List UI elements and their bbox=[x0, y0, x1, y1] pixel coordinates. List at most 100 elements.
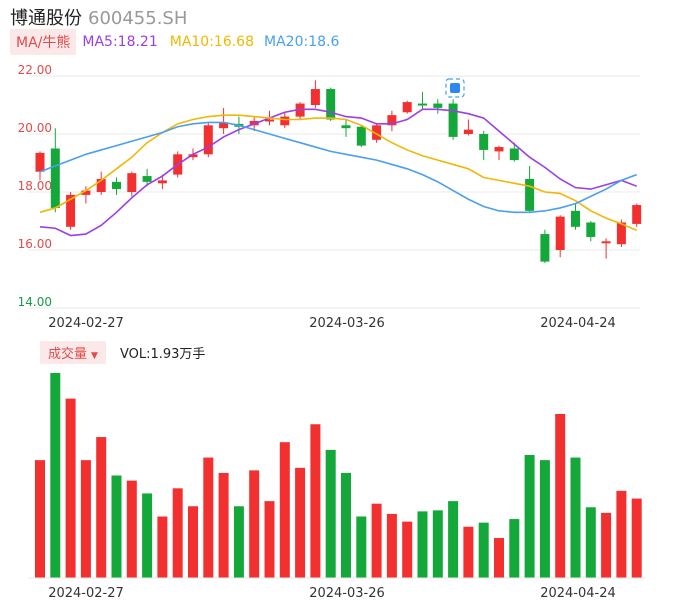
candle bbox=[616, 222, 626, 245]
volume-bar bbox=[402, 521, 413, 578]
volume-bar bbox=[494, 538, 504, 578]
candle bbox=[601, 241, 611, 244]
candle bbox=[387, 115, 397, 126]
ma20-label: MA20:18.6 bbox=[264, 34, 340, 50]
x-tick-label: 2024-03-26 bbox=[309, 586, 385, 601]
volume-bar bbox=[432, 510, 443, 578]
volume-bar bbox=[188, 506, 198, 578]
candle bbox=[219, 122, 229, 129]
x-tick-label: 2024-04-24 bbox=[540, 586, 616, 601]
volume-bar bbox=[295, 467, 306, 578]
volume-bar bbox=[325, 449, 336, 578]
candle bbox=[555, 216, 565, 250]
event-marker-icon bbox=[445, 78, 465, 98]
candle bbox=[586, 222, 596, 237]
candle bbox=[188, 154, 198, 158]
y-tick-label: 14.00 bbox=[18, 295, 52, 309]
candle bbox=[525, 178, 535, 211]
ma-legend: MA/牛熊 MA5:18.21 MA10:16.68 MA20:18.6 bbox=[10, 29, 340, 55]
volume-bar bbox=[463, 526, 474, 578]
stock-title: 博通股份 600455.SH bbox=[10, 4, 187, 30]
x-tick-label: 2024-04-24 bbox=[540, 316, 616, 331]
volume-bar bbox=[371, 503, 382, 578]
volume-bar bbox=[249, 470, 260, 578]
x-tick-label: 2024-03-26 bbox=[309, 316, 385, 331]
caret-down-icon: ▼ bbox=[91, 350, 98, 361]
volume-bar bbox=[585, 507, 596, 578]
candle bbox=[540, 234, 550, 262]
volume-bar bbox=[310, 424, 321, 578]
volume-indicator-button[interactable]: 成交量 ▼ bbox=[40, 340, 106, 364]
x-tick-label: 2024-02-27 bbox=[48, 586, 124, 601]
volume-bar bbox=[555, 414, 566, 578]
volume-bar bbox=[233, 506, 244, 578]
volume-bar bbox=[524, 455, 535, 578]
volume-bar bbox=[111, 475, 122, 578]
candle bbox=[310, 89, 320, 105]
event-marker-dot bbox=[450, 83, 460, 93]
volume-bar bbox=[50, 373, 61, 578]
volume-legend: 成交量 ▼ VOL:1.93万手 bbox=[40, 340, 205, 364]
candle bbox=[326, 89, 336, 120]
candle bbox=[402, 102, 412, 113]
volume-bar bbox=[631, 498, 642, 578]
ma5-line bbox=[39, 108, 637, 237]
volume-tag-label: 成交量 bbox=[48, 346, 88, 362]
candle bbox=[50, 148, 60, 208]
volume-bar bbox=[448, 501, 459, 578]
volume-bar bbox=[80, 460, 91, 578]
ma20-line bbox=[39, 121, 637, 214]
ma10-label: MA10:16.68 bbox=[169, 34, 255, 50]
candle bbox=[203, 125, 213, 155]
stock-code: 600455.SH bbox=[88, 8, 188, 29]
volume-bar bbox=[386, 513, 397, 578]
volume-bar bbox=[341, 472, 351, 578]
candle bbox=[479, 134, 489, 150]
candle bbox=[157, 180, 167, 184]
ma5-label: MA5:18.21 bbox=[82, 34, 158, 50]
candle bbox=[127, 173, 137, 192]
y-tick-label: 22.00 bbox=[18, 63, 52, 77]
candle bbox=[142, 176, 152, 182]
candle bbox=[280, 116, 290, 126]
y-tick-label: 16.00 bbox=[18, 237, 52, 251]
volume-bar bbox=[96, 437, 107, 578]
ma10-line bbox=[39, 114, 638, 232]
candle bbox=[66, 194, 76, 227]
candle bbox=[35, 152, 45, 172]
volume-bar bbox=[264, 501, 275, 578]
stock-name: 博通股份 bbox=[10, 8, 82, 29]
volume-bar bbox=[601, 512, 612, 578]
candle bbox=[571, 210, 580, 227]
x-tick-label: 2024-02-27 bbox=[48, 316, 124, 331]
volume-bar bbox=[509, 519, 520, 578]
candle bbox=[509, 148, 519, 161]
volume-bar bbox=[279, 442, 290, 578]
volume-bar bbox=[356, 516, 367, 578]
volume-bar bbox=[570, 457, 581, 578]
candle bbox=[448, 103, 458, 137]
volume-bar bbox=[157, 516, 168, 578]
candle bbox=[81, 190, 91, 195]
candle bbox=[372, 125, 382, 140]
candle bbox=[463, 129, 473, 134]
volume-bar bbox=[417, 511, 428, 578]
candle bbox=[418, 103, 427, 106]
volume-bar bbox=[142, 493, 153, 578]
candle bbox=[96, 178, 106, 192]
candle bbox=[112, 181, 121, 190]
candle bbox=[494, 147, 504, 152]
volume-bar bbox=[539, 460, 550, 578]
candle bbox=[265, 119, 274, 122]
ma-indicator-button[interactable]: MA/牛熊 bbox=[10, 29, 77, 55]
volume-bar bbox=[35, 460, 45, 578]
candle bbox=[356, 126, 366, 146]
volume-bar bbox=[65, 398, 76, 578]
volume-bar bbox=[203, 457, 214, 578]
y-tick-label: 20.00 bbox=[18, 121, 52, 135]
volume-bar bbox=[478, 522, 489, 578]
candle bbox=[341, 125, 351, 129]
volume-bar bbox=[172, 488, 183, 578]
candle bbox=[433, 103, 443, 108]
